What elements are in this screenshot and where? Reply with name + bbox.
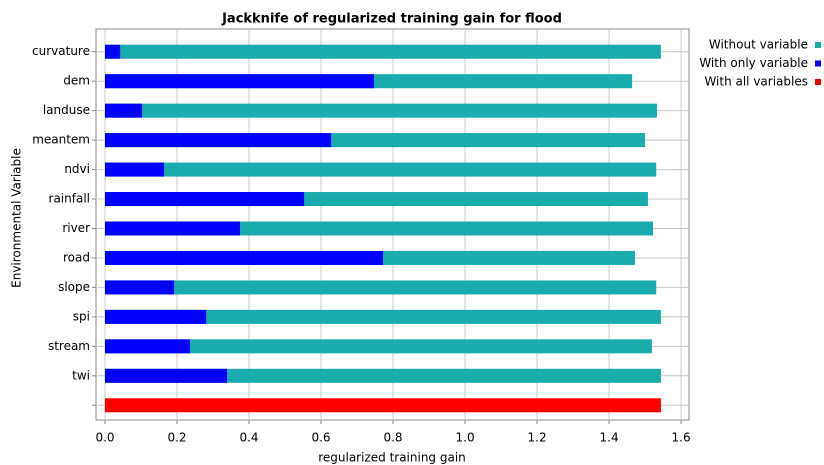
y-tick-label: stream [48,339,90,353]
x-tick-label: 0.2 [167,431,186,445]
x-tick-label: 1.0 [456,431,475,445]
x-tick-label: 0.8 [383,431,402,445]
legend-swatch [815,60,821,67]
bar [105,162,165,177]
bar [105,339,190,354]
bar [105,280,175,295]
bar [105,368,228,383]
bar [105,103,143,118]
y-axis-label: Environmental Variable [10,148,24,288]
legend-label: With all variables [704,75,808,89]
bar [105,250,383,265]
y-tick-label: slope [58,280,90,294]
legend-label: With only variable [699,56,808,70]
bar [105,192,305,207]
bar [105,74,374,89]
bar [105,221,653,236]
y-tick-label: spi [73,309,90,323]
bar [105,44,661,59]
x-tick-label: 1.4 [600,431,619,445]
x-tick-label: 0.0 [95,431,114,445]
y-tick-label: river [62,221,90,235]
x-tick-label: 0.6 [311,431,330,445]
y-tick-label: meantem [32,133,90,147]
bar [105,309,207,324]
bar [105,339,652,354]
y-tick-label: rainfall [49,192,90,206]
bar [105,280,657,295]
y-tick-label: dem [63,74,90,88]
x-tick-label: 1.6 [672,431,691,445]
x-tick-label: 0.4 [239,431,258,445]
bar [105,398,661,413]
legend-swatch [815,79,821,85]
chart-title: Jackknife of regularized training gain f… [221,12,562,27]
legend-swatch [815,42,821,48]
y-tick-label: curvature [32,44,90,58]
bar [105,309,661,324]
y-tick-label: road [63,250,90,264]
x-axis-label: regularized training gain [318,451,466,465]
bar [105,133,332,148]
bar [105,44,121,59]
y-tick-label: twi [72,368,90,382]
bar [105,162,657,177]
bar [105,103,657,118]
bar [105,221,241,236]
y-tick-label: landuse [43,103,90,117]
y-tick-label: ndvi [64,162,90,176]
x-tick-label: 1.2 [528,431,547,445]
legend-label: Without variable [709,38,808,52]
bar [105,368,661,383]
